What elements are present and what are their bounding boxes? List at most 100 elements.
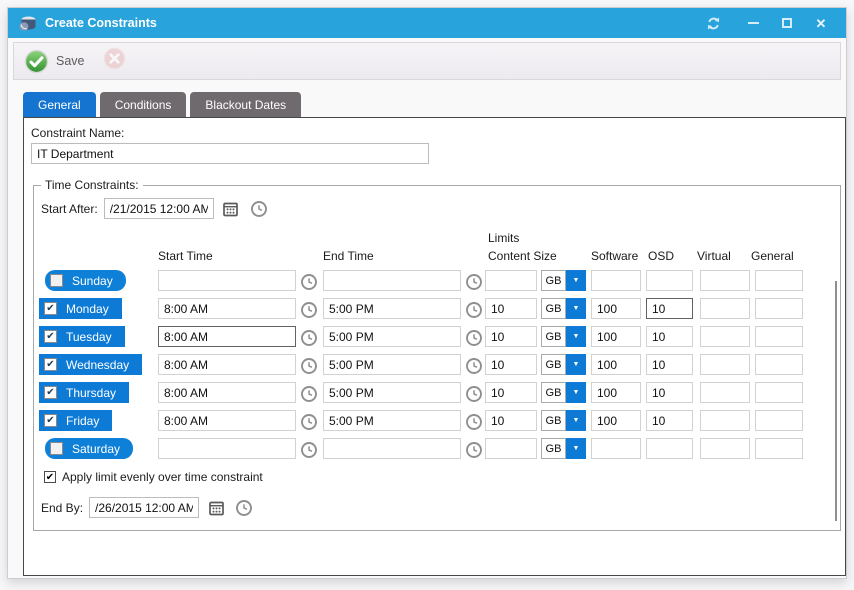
osd-input[interactable] (646, 354, 693, 375)
refresh-button[interactable] (698, 11, 728, 35)
vertical-scrollbar[interactable] (835, 281, 837, 521)
software-input[interactable] (591, 298, 641, 319)
chevron-down-icon[interactable]: ▼ (566, 326, 586, 347)
day-checkbox[interactable]: ✔ (44, 302, 57, 315)
osd-input[interactable] (646, 410, 693, 431)
start-time-input[interactable] (158, 410, 296, 431)
virtual-input[interactable] (700, 410, 750, 431)
virtual-input[interactable] (700, 354, 750, 375)
unit-dropdown[interactable]: GB ▼ (541, 270, 586, 291)
day-checkbox[interactable]: ✔ (44, 414, 57, 427)
start-time-input[interactable] (158, 438, 296, 459)
general-input[interactable] (755, 270, 803, 291)
apply-limit-checkbox[interactable]: ✔ (44, 471, 56, 483)
apply-limit-row[interactable]: ✔ Apply limit evenly over time constrain… (44, 470, 840, 484)
end-time-input[interactable] (323, 354, 461, 375)
software-input[interactable] (591, 326, 641, 347)
chevron-down-icon[interactable]: ▼ (566, 270, 586, 291)
minimize-button[interactable] (738, 11, 768, 35)
chevron-down-icon[interactable]: ▼ (566, 298, 586, 319)
unit-dropdown[interactable]: GB ▼ (541, 354, 586, 375)
virtual-input[interactable] (700, 326, 750, 347)
end-time-clock-button[interactable] (463, 411, 485, 432)
end-by-input[interactable] (89, 497, 200, 518)
start-time-input[interactable] (158, 326, 296, 347)
end-time-input[interactable] (323, 410, 461, 431)
content-size-input[interactable] (485, 270, 537, 291)
chevron-down-icon[interactable]: ▼ (566, 382, 586, 403)
day-checkbox[interactable] (50, 274, 63, 287)
end-by-calendar-button[interactable] (205, 497, 227, 518)
general-input[interactable] (755, 326, 803, 347)
start-time-input[interactable] (158, 354, 296, 375)
software-input[interactable] (591, 410, 641, 431)
start-time-clock-button[interactable] (298, 271, 320, 292)
start-time-clock-button[interactable] (298, 383, 320, 404)
end-time-clock-button[interactable] (463, 327, 485, 348)
general-input[interactable] (755, 438, 803, 459)
end-time-clock-button[interactable] (463, 271, 485, 292)
chevron-down-icon[interactable]: ▼ (566, 438, 586, 459)
day-checkbox[interactable]: ✔ (44, 386, 57, 399)
general-input[interactable] (755, 354, 803, 375)
unit-dropdown[interactable]: GB ▼ (541, 382, 586, 403)
osd-input[interactable] (646, 382, 693, 403)
start-time-clock-button[interactable] (298, 299, 320, 320)
day-checkbox[interactable]: ✔ (44, 330, 57, 343)
end-time-input[interactable] (323, 382, 461, 403)
unit-dropdown[interactable]: GB ▼ (541, 326, 586, 347)
end-time-clock-button[interactable] (463, 383, 485, 404)
general-input[interactable] (755, 298, 803, 319)
day-toggle[interactable]: Saturday (45, 438, 134, 459)
general-input[interactable] (755, 382, 803, 403)
start-time-clock-button[interactable] (298, 439, 320, 460)
maximize-button[interactable] (772, 11, 802, 35)
content-size-input[interactable] (485, 382, 537, 403)
end-time-clock-button[interactable] (463, 439, 485, 460)
virtual-input[interactable] (700, 438, 750, 459)
end-by-clock-button[interactable] (233, 497, 255, 518)
end-time-input[interactable] (323, 326, 461, 347)
day-toggle[interactable]: ✔ Friday (39, 410, 113, 431)
software-input[interactable] (591, 382, 641, 403)
day-toggle[interactable]: ✔ Wednesday (39, 354, 143, 375)
software-input[interactable] (591, 354, 641, 375)
tab-blackout-dates[interactable]: Blackout Dates (190, 92, 302, 117)
unit-dropdown[interactable]: GB ▼ (541, 438, 586, 459)
content-size-input[interactable] (485, 326, 537, 347)
start-time-input[interactable] (158, 270, 296, 291)
end-time-clock-button[interactable] (463, 355, 485, 376)
software-input[interactable] (591, 438, 641, 459)
start-time-input[interactable] (158, 298, 296, 319)
end-time-input[interactable] (323, 298, 461, 319)
content-size-input[interactable] (485, 410, 537, 431)
end-time-input[interactable] (323, 270, 461, 291)
general-input[interactable] (755, 410, 803, 431)
content-size-input[interactable] (485, 438, 537, 459)
day-toggle[interactable]: Sunday (45, 270, 126, 291)
end-time-input[interactable] (323, 438, 461, 459)
save-button[interactable]: Save (24, 49, 85, 74)
day-toggle[interactable]: ✔ Tuesday (39, 326, 125, 347)
constraint-name-input[interactable] (31, 143, 429, 164)
start-time-clock-button[interactable] (298, 327, 320, 348)
tab-conditions[interactable]: Conditions (99, 92, 187, 117)
content-size-input[interactable] (485, 298, 537, 319)
start-after-clock-button[interactable] (248, 198, 270, 219)
chevron-down-icon[interactable]: ▼ (566, 354, 586, 375)
content-size-input[interactable] (485, 354, 537, 375)
virtual-input[interactable] (700, 298, 750, 319)
osd-input[interactable] (646, 438, 693, 459)
osd-input[interactable] (646, 298, 693, 319)
day-checkbox[interactable] (50, 442, 63, 455)
start-after-input[interactable] (103, 198, 214, 219)
osd-input[interactable] (646, 270, 693, 291)
unit-dropdown[interactable]: GB ▼ (541, 410, 586, 431)
chevron-down-icon[interactable]: ▼ (566, 410, 586, 431)
software-input[interactable] (591, 270, 641, 291)
close-button[interactable]: ✕ (806, 11, 836, 35)
virtual-input[interactable] (700, 270, 750, 291)
end-time-clock-button[interactable] (463, 299, 485, 320)
tab-general[interactable]: General (23, 92, 96, 117)
start-after-calendar-button[interactable] (220, 198, 242, 219)
